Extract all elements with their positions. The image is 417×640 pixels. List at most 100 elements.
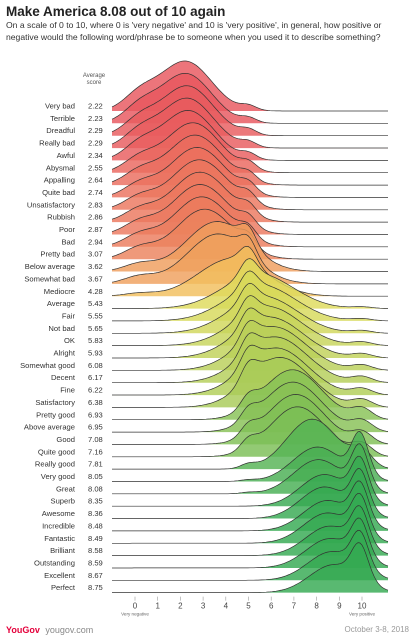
ridge-line: [112, 443, 389, 495]
category-label: Rubbish: [47, 213, 75, 222]
category-label: Above average: [24, 423, 75, 432]
ridge-line: [111, 97, 388, 149]
average-score-value: 8.58: [88, 546, 103, 555]
average-score-value: 2.22: [88, 102, 103, 111]
category-label: Awesome: [42, 509, 75, 518]
ridge-line: [112, 406, 389, 458]
average-score-value: 2.87: [88, 225, 103, 234]
score-header-line-1: Average: [83, 73, 106, 79]
ridge-line: [112, 468, 389, 519]
ridge-line: [112, 381, 389, 433]
average-score-value: 5.43: [88, 299, 103, 308]
average-score-value: 8.05: [88, 472, 103, 481]
category-label: Poor: [59, 225, 76, 234]
average-score-value: 6.93: [88, 410, 103, 419]
category-label: Great: [56, 484, 76, 493]
ridge-line: [112, 332, 389, 384]
average-score-value: 7.16: [88, 447, 103, 456]
score-header-line-2: score: [87, 80, 102, 86]
category-label: Good: [56, 435, 75, 444]
average-score-value: 2.74: [88, 188, 103, 197]
average-score-value: 2.29: [88, 126, 103, 135]
footer-url[interactable]: yougov.com: [45, 625, 94, 635]
x-tick-label: 2: [178, 602, 183, 611]
category-label: Excellent: [44, 571, 76, 580]
average-score-value: 8.48: [88, 521, 103, 530]
ridge-line: [112, 492, 389, 544]
average-score-value: 3.67: [88, 274, 103, 283]
ridge-line: [111, 233, 388, 285]
average-score-value: 5.93: [88, 349, 103, 358]
category-labels: Very bad 2.22 Terrible 2.23 Dreadful 2.29 Real…: [20, 102, 103, 593]
chart-title: Make America 8.08 out of 10 again: [6, 4, 226, 19]
average-score-value: 5.83: [88, 336, 103, 345]
category-label: Dreadful: [46, 126, 75, 135]
category-label: Not bad: [48, 324, 75, 333]
average-score-value: 7.08: [88, 435, 103, 444]
category-label: Decent: [51, 373, 76, 382]
x-tick-label: 8: [314, 602, 319, 611]
category-label: Pretty good: [36, 410, 75, 419]
category-label: Alright: [53, 349, 75, 358]
x-tick-label: 6: [269, 602, 274, 611]
average-score-value: 8.08: [88, 484, 103, 493]
ridge-line: [111, 85, 388, 137]
x-tick-label: 10: [358, 602, 367, 611]
category-label: Below average: [25, 262, 75, 271]
ridge-area: [112, 530, 388, 581]
category-label: Abysmal: [46, 163, 75, 172]
ridge-area: [112, 542, 388, 593]
average-score-value: 2.23: [88, 114, 103, 123]
category-label: Fantastic: [44, 534, 75, 543]
category-label: OK: [64, 336, 75, 345]
ridge-line: [111, 72, 388, 124]
average-score-value: 8.67: [88, 571, 103, 580]
ridge-line: [111, 147, 388, 198]
x-tick-label: 4: [224, 602, 229, 611]
average-score-value: 8.36: [88, 509, 103, 518]
category-label: Fine: [60, 386, 75, 395]
ridge-line: [112, 357, 389, 408]
category-label: Somewhat bad: [24, 274, 75, 283]
average-score-value: 7.81: [88, 460, 103, 469]
ridge-line: [112, 394, 389, 445]
ridge-line: [112, 529, 389, 581]
average-score-value: 2.64: [88, 176, 103, 185]
ridge-line: [112, 480, 389, 532]
average-score-value: 6.95: [88, 423, 103, 432]
chart-subtitle: On a scale of 0 to 10, where 0 is 'very …: [6, 20, 382, 42]
category-label: Pretty bad: [40, 250, 75, 259]
ridge-line: [111, 159, 388, 211]
average-score-value: 3.07: [88, 250, 103, 259]
ridge-line: [111, 122, 388, 174]
ridge-line: [112, 258, 388, 309]
average-score-value: 2.86: [88, 213, 103, 222]
footer-date: October 3-8, 2018: [344, 625, 409, 634]
average-score-value: 6.22: [88, 386, 103, 395]
average-score-value: 4.28: [88, 287, 103, 296]
ridge-line: [112, 517, 389, 569]
average-score-value: 5.55: [88, 311, 103, 320]
average-score-value: 2.94: [88, 237, 103, 246]
category-label: Outstanding: [34, 558, 75, 567]
average-score-value: 8.75: [88, 583, 103, 592]
ridge-line: [111, 134, 388, 186]
ridge-line: [112, 295, 389, 346]
average-score-value: 2.83: [88, 200, 103, 209]
ridge-line: [112, 431, 389, 482]
footer-brand: YouGov yougov.com: [6, 625, 93, 635]
ridge-line: [112, 344, 389, 396]
average-score-value: 5.65: [88, 324, 103, 333]
category-label: Average: [47, 299, 75, 308]
ridge-line: [111, 60, 388, 112]
x-tick-label: 7: [292, 602, 297, 611]
x-tick-label: 1: [155, 602, 160, 611]
category-label: Very bad: [45, 102, 75, 111]
average-score-value: 6.38: [88, 398, 103, 407]
category-label: Unsatisfactory: [27, 200, 75, 209]
yougov-logo: YouGov: [6, 625, 40, 635]
category-label: Appalling: [44, 176, 75, 185]
average-score-value: 8.35: [88, 497, 103, 506]
